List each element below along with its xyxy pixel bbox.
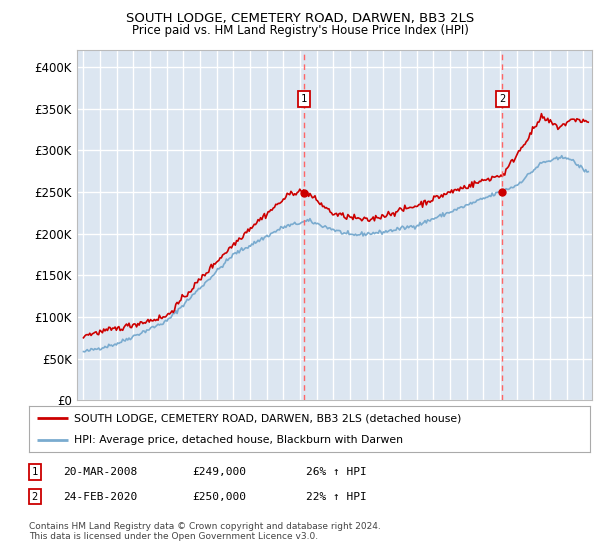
Text: 20-MAR-2008: 20-MAR-2008 [63, 467, 137, 477]
Text: 22% ↑ HPI: 22% ↑ HPI [306, 492, 367, 502]
Text: £249,000: £249,000 [192, 467, 246, 477]
Text: 1: 1 [32, 467, 38, 477]
Text: £250,000: £250,000 [192, 492, 246, 502]
Text: Contains HM Land Registry data © Crown copyright and database right 2024.
This d: Contains HM Land Registry data © Crown c… [29, 522, 380, 542]
Text: 2: 2 [499, 94, 506, 104]
Text: 24-FEB-2020: 24-FEB-2020 [63, 492, 137, 502]
Text: HPI: Average price, detached house, Blackburn with Darwen: HPI: Average price, detached house, Blac… [74, 435, 403, 445]
Text: Price paid vs. HM Land Registry's House Price Index (HPI): Price paid vs. HM Land Registry's House … [131, 24, 469, 36]
Text: SOUTH LODGE, CEMETERY ROAD, DARWEN, BB3 2LS (detached house): SOUTH LODGE, CEMETERY ROAD, DARWEN, BB3 … [74, 413, 461, 423]
Text: 2: 2 [32, 492, 38, 502]
Text: 26% ↑ HPI: 26% ↑ HPI [306, 467, 367, 477]
Text: 1: 1 [301, 94, 307, 104]
Text: SOUTH LODGE, CEMETERY ROAD, DARWEN, BB3 2LS: SOUTH LODGE, CEMETERY ROAD, DARWEN, BB3 … [126, 12, 474, 25]
